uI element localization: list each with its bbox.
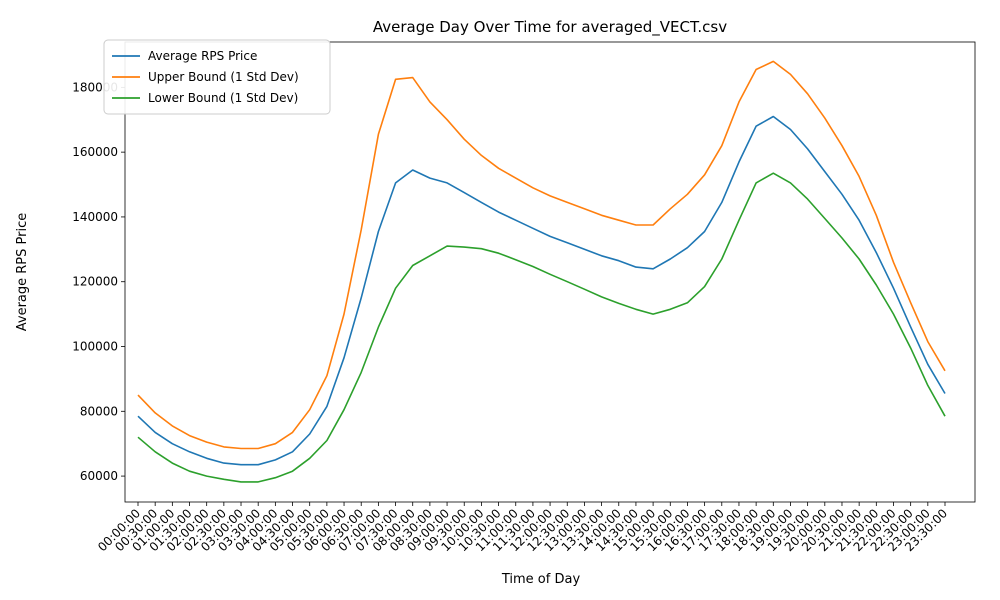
series-lines [137,60,946,483]
x-axis: 00:00:0000:30:0001:00:0001:30:0002:00:00… [95,502,950,554]
y-tick-label: 80000 [80,404,118,418]
y-tick-label: 60000 [80,469,118,483]
y-axis-label: Average RPS Price [15,213,30,332]
y-tick-label: 120000 [72,275,118,289]
series-line-3 [137,172,946,483]
legend: Average RPS Price Upper Bound (1 Std Dev)… [103,39,331,115]
y-tick-label: 140000 [72,210,118,224]
series-line-1 [137,115,946,466]
chart-title: Average Day Over Time for averaged_VECT.… [373,18,727,37]
x-axis-label: Time of Day [501,572,581,587]
y-tick-label: 100000 [72,340,118,354]
legend-label: Upper Bound (1 Std Dev) [148,70,299,84]
y-tick-label: 160000 [72,145,118,159]
legend-box [103,39,331,115]
legend-label: Lower Bound (1 Std Dev) [148,91,298,105]
legend-label: Average RPS Price [148,49,257,63]
series-line-2 [137,60,946,450]
